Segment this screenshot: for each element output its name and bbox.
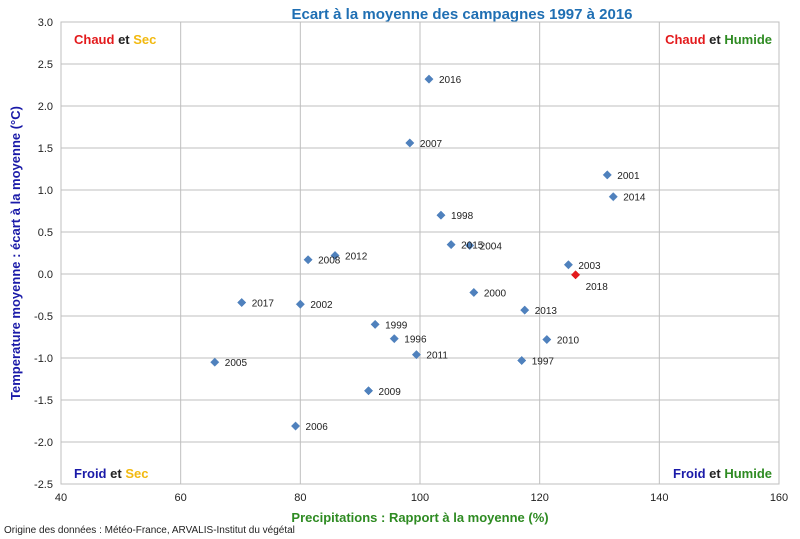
x-tick-label: 140	[650, 492, 668, 504]
y-tick-label: -1.0	[34, 353, 53, 365]
data-point-2002	[295, 299, 305, 309]
x-tick-label: 100	[411, 492, 429, 504]
point-label-2007: 2007	[420, 139, 443, 150]
y-tick-label: -0.5	[34, 311, 53, 323]
quadrant-label-bottom-right: Froid et Humide	[673, 466, 772, 481]
x-axis-label: Precipitations : Rapport à la moyenne (%…	[291, 510, 548, 525]
point-label-1997: 1997	[532, 357, 555, 368]
data-point-1996	[389, 334, 399, 344]
y-tick-label: 3.0	[38, 17, 53, 29]
point-label-2009: 2009	[379, 387, 402, 398]
quadrant-word-1: Froid	[673, 466, 706, 481]
y-tick-label: -2.5	[34, 479, 53, 491]
data-point-2018	[571, 270, 581, 280]
data-point-2005	[210, 357, 220, 367]
quadrant-word-2: Humide	[724, 466, 772, 481]
x-tick-label: 40	[55, 492, 67, 504]
point-label-2008: 2008	[318, 256, 341, 267]
data-point-2010	[542, 334, 552, 345]
chart-title: Ecart à la moyenne des campagnes 1997 à …	[291, 6, 632, 23]
quadrant-word-1: Froid	[74, 466, 107, 481]
y-tick-labels: 3.0 2.5 2.0 1.5 1.0 0.5 0.0 -0.5 -1.0 -1.5 -2.0 -2.…	[34, 17, 53, 491]
point-label-2005: 2005	[225, 358, 248, 369]
data-point-2003	[563, 260, 573, 270]
point-label-1998: 1998	[451, 211, 474, 222]
quadrant-label-bottom-left: Froid et Sec	[74, 466, 148, 481]
y-tick-label: -1.5	[34, 395, 53, 407]
point-label-2012: 2012	[345, 252, 368, 263]
y-tick-label: 0.5	[38, 227, 53, 239]
y-tick-label: -2.0	[34, 437, 53, 449]
data-point-2007	[405, 138, 415, 148]
x-tick-label: 60	[175, 492, 187, 504]
data-point-2009	[363, 386, 374, 396]
point-label-1999: 1999	[385, 320, 408, 331]
data-point-2011	[411, 350, 421, 360]
y-axis-label: Temperature moyenne : écart à la moyenne…	[8, 106, 23, 400]
data-point-2014	[608, 192, 618, 202]
y-tick-label: 2.0	[38, 101, 53, 113]
point-label-2018: 2018	[586, 282, 609, 293]
point-label-2002: 2002	[310, 300, 333, 311]
data-point-2017	[237, 298, 247, 308]
quadrant-word-1: Chaud	[665, 32, 706, 47]
point-label-1996: 1996	[404, 335, 427, 346]
data-point-2006	[290, 421, 301, 431]
point-label-2001: 2001	[617, 171, 640, 182]
data-point-1998	[436, 210, 446, 220]
quadrant-word-2: Sec	[133, 32, 156, 47]
data-points	[210, 74, 618, 431]
quadrant-joiner: et	[709, 466, 721, 481]
data-point-2015	[446, 240, 456, 250]
point-label-2006: 2006	[306, 422, 329, 433]
data-point-2016	[424, 74, 434, 84]
data-point-2013	[520, 305, 530, 315]
point-label-2015: 2015	[461, 241, 484, 252]
x-tick-label: 120	[530, 492, 548, 504]
data-point-2000	[469, 287, 479, 298]
quadrant-joiner: et	[118, 32, 130, 47]
quadrant-word-2: Sec	[125, 466, 148, 481]
point-label-2010: 2010	[557, 336, 580, 347]
x-tick-label: 80	[294, 492, 306, 504]
y-tick-label: 0.0	[38, 269, 53, 281]
gridlines	[61, 22, 779, 484]
quadrant-word-1: Chaud	[74, 32, 115, 47]
data-point-1999	[370, 319, 380, 329]
quadrant-label-top-left: Chaud et Sec	[74, 32, 156, 47]
y-tick-label: 1.0	[38, 185, 53, 197]
point-label-2004: 2004	[480, 241, 503, 252]
quadrant-word-2: Humide	[724, 32, 772, 47]
data-point-2004	[465, 240, 475, 250]
point-label-2000: 2000	[484, 288, 507, 299]
x-tick-labels: 40 60 80 100 120 140 160	[55, 492, 788, 504]
y-tick-label: 2.5	[38, 59, 53, 71]
point-label-2017: 2017	[252, 299, 275, 310]
y-tick-label: 1.5	[38, 143, 53, 155]
data-point-2008	[303, 255, 313, 265]
point-label-2011: 2011	[426, 351, 448, 362]
quadrant-label-top-right: Chaud et Humide	[665, 32, 772, 47]
point-label-2014: 2014	[623, 193, 646, 204]
point-label-2016: 2016	[439, 75, 462, 86]
point-label-2013: 2013	[535, 306, 558, 317]
quadrant-joiner: et	[110, 466, 122, 481]
data-point-1997	[517, 355, 527, 366]
x-tick-label: 160	[770, 492, 788, 504]
data-point-2012	[330, 250, 340, 261]
data-source-note: Origine des données : Météo-France, ARVA…	[4, 525, 295, 536]
data-point-2001	[602, 170, 612, 180]
point-label-2003: 2003	[578, 261, 601, 272]
quadrant-joiner: et	[709, 32, 721, 47]
